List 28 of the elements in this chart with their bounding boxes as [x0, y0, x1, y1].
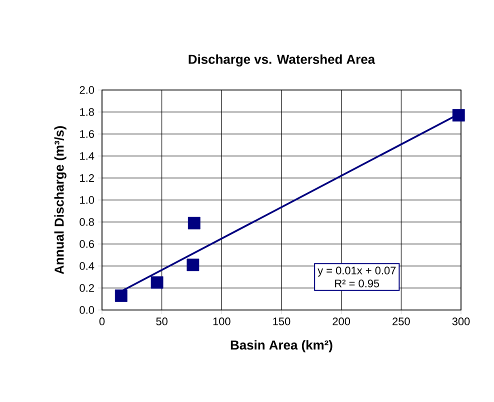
point: [114, 290, 128, 302]
y-axis-title: Annual Discharge (m³/s): [54, 126, 66, 274]
y-tick-label: 0.4: [80, 262, 94, 270]
x-tick-label: 100: [213, 318, 230, 326]
annotation: y = 0.01x + 0.07: [318, 266, 396, 277]
y-tick-label: 2.0: [80, 86, 94, 94]
x-axis-title: Basin Area (km²): [230, 340, 332, 352]
y-tick-label: 1.8: [80, 108, 94, 116]
x-tick-label: 150: [273, 318, 290, 326]
y-tick-label: 0.6: [80, 240, 94, 248]
y-tick-label: 0.0: [80, 306, 94, 314]
point: [186, 258, 200, 272]
y-tick-label: 1.4: [80, 152, 94, 160]
x-tick-label: 300: [452, 318, 470, 326]
x-tick-label: 50: [156, 318, 168, 326]
y-tick-label: 1.0: [80, 196, 94, 204]
y-tick-label: 1.6: [80, 130, 94, 138]
y-tick-label: 1.2: [80, 174, 94, 182]
y-tick-label: 0.8: [80, 218, 94, 226]
x-tick-label: 200: [332, 318, 350, 326]
point: [150, 276, 164, 289]
annotation: R² = 0.95: [335, 280, 380, 288]
chart-title: Discharge vs. Watershed Area: [188, 54, 376, 67]
x-tick-label: 0: [99, 318, 105, 326]
x-tick-label: 250: [392, 318, 410, 326]
point: [452, 109, 465, 122]
point: [188, 216, 200, 230]
y-tick-label: 0.2: [80, 284, 94, 292]
